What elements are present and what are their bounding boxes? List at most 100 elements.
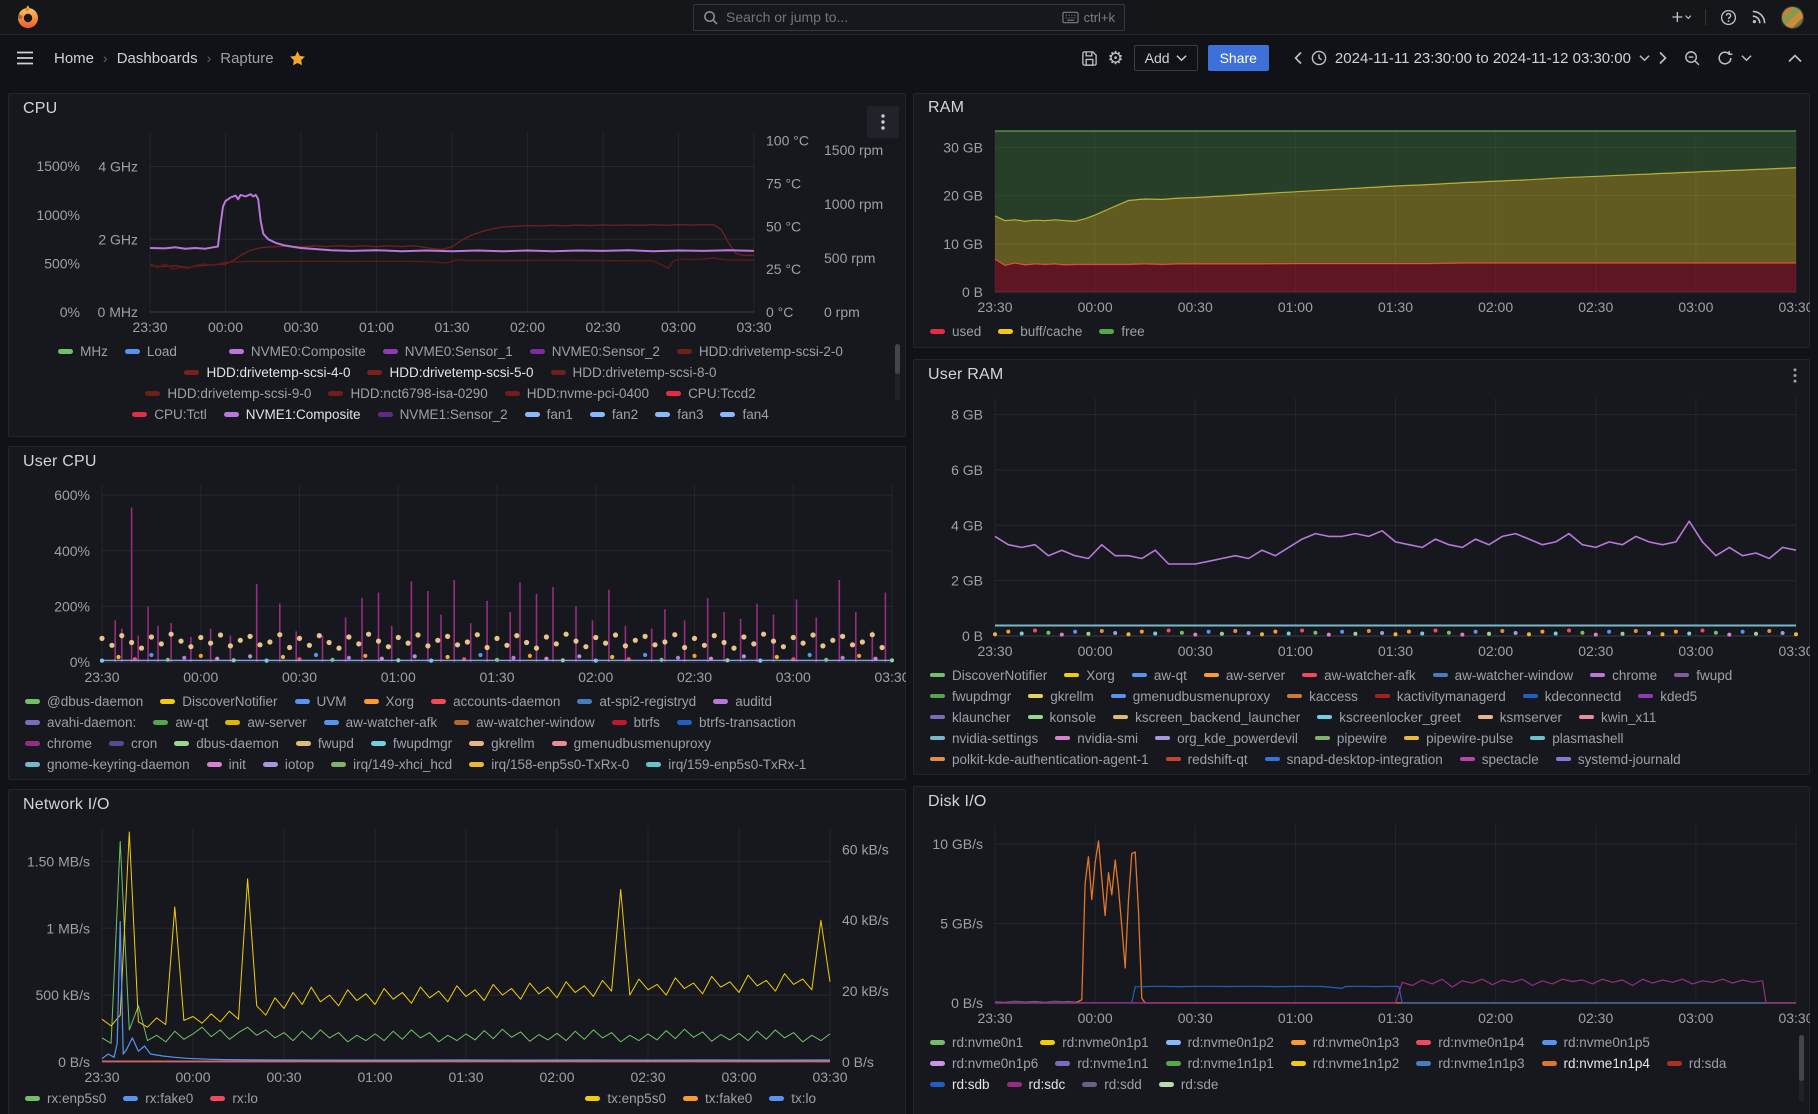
legend-item[interactable]: rd:sdb: [930, 1074, 990, 1095]
legend-item[interactable]: auditd: [713, 691, 772, 712]
legend-item[interactable]: polkit-kde-authentication-agent-1: [930, 749, 1149, 770]
legend-item[interactable]: aw-watcher-afk: [323, 712, 437, 733]
legend-item[interactable]: accounts-daemon: [431, 691, 560, 712]
legend-item[interactable]: kscreen_backend_launcher: [1113, 707, 1300, 728]
legend-item[interactable]: NVME0:Sensor_2: [529, 341, 660, 362]
legend-item[interactable]: rx:enp5s0: [25, 1091, 106, 1106]
legend-item[interactable]: fan1: [524, 404, 573, 425]
legend-item[interactable]: DiscoverNotifier: [160, 691, 278, 712]
legend-item[interactable]: fwupdmgr: [930, 686, 1011, 707]
legend-item[interactable]: rd:nvme1n1p4: [1541, 1053, 1650, 1074]
time-shift-back-icon[interactable]: [1293, 51, 1303, 65]
legend-item[interactable]: rd:nvme0n1: [930, 1032, 1023, 1053]
legend-item[interactable]: rd:nvme1n1p2: [1290, 1053, 1399, 1074]
legend-item[interactable]: snapd-desktop-integration: [1264, 749, 1443, 770]
legend-item[interactable]: rd:sda: [1666, 1053, 1726, 1074]
legend-item[interactable]: HDD:drivetemp-scsi-8-0: [550, 362, 717, 383]
legend-scrollbar[interactable]: [1799, 1035, 1804, 1101]
legend-item[interactable]: Xorg: [1064, 665, 1115, 686]
legend-item[interactable]: ksmserver: [1477, 707, 1562, 728]
legend-item[interactable]: irq/149-xhci_hcd: [331, 754, 452, 775]
legend-item[interactable]: NVME1:Sensor_2: [377, 404, 508, 425]
legend-item[interactable]: rd:nvme0n1p3: [1290, 1032, 1399, 1053]
legend-item[interactable]: pipewire-pulse: [1404, 728, 1513, 749]
legend-item[interactable]: HDD:drivetemp-scsi-2-0: [676, 341, 843, 362]
news-rss-icon[interactable]: [1751, 9, 1767, 25]
legend-item[interactable]: spectacle: [1459, 749, 1539, 770]
legend-item[interactable]: free: [1099, 321, 1145, 342]
legend-item[interactable]: HDD:nct6798-isa-0290: [328, 383, 488, 404]
legend-item[interactable]: kded5: [1638, 686, 1697, 707]
legend-item[interactable]: tx:enp5s0: [585, 1091, 666, 1106]
legend-item[interactable]: aw-server: [225, 712, 307, 733]
ram-chart[interactable]: 30 GB 20 GB 10 GB 0 B 23:30 00:00 00:30 01:00 01…: [915, 122, 1814, 318]
legend-item[interactable]: cron: [109, 733, 157, 754]
time-range-picker[interactable]: 2024-11-11 23:30:00 to 2024-11-12 03:30:…: [1311, 50, 1650, 67]
legend-item[interactable]: rd:nvme1n1p1: [1165, 1053, 1274, 1074]
legend-item[interactable]: buff/cache: [998, 321, 1082, 342]
legend-item[interactable]: rx:fake0: [123, 1091, 193, 1106]
legend-item[interactable]: iotop: [262, 754, 314, 775]
legend-item[interactable]: kscreenlocker_greet: [1317, 707, 1461, 728]
legend-item[interactable]: rd:sdc: [1006, 1074, 1065, 1095]
user-cpu-chart[interactable]: 600% 400% 200% 0% 23:30 00:00 00:30 01:00 01:30 0…: [10, 476, 910, 688]
mega-menu-toggle[interactable]: [16, 51, 34, 65]
legend-item[interactable]: rx:lo: [210, 1091, 258, 1106]
panel-menu-icon[interactable]: [867, 106, 899, 138]
legend-item[interactable]: rd:sdd: [1082, 1074, 1142, 1095]
breadcrumb-dashboards[interactable]: Dashboards: [116, 49, 198, 67]
legend-item[interactable]: konsole: [1027, 707, 1096, 728]
legend-scrollbar[interactable]: [895, 344, 900, 400]
panel-menu-icon[interactable]: [1793, 368, 1797, 386]
legend-item[interactable]: at-spi2-registryd: [577, 691, 696, 712]
legend-item[interactable]: klauncher: [930, 707, 1011, 728]
legend-item[interactable]: rd:sde: [1158, 1074, 1218, 1095]
legend-item[interactable]: gmenudbusmenuproxy: [551, 733, 711, 754]
legend-item[interactable]: pipewire: [1314, 728, 1387, 749]
legend-item[interactable]: chrome: [25, 733, 92, 754]
legend-item[interactable]: rd:nvme0n1p2: [1165, 1032, 1274, 1053]
legend-item[interactable]: plasmashell: [1530, 728, 1624, 749]
cpu-chart[interactable]: 1500% 1000% 500% 0% 4 GHz 2 GHz 0 MHz 100 °C 75 …: [10, 124, 906, 338]
user-ram-chart[interactable]: 8 GB 6 GB 4 GB 2 GB 0 B 23:30 00:00 00:30 01:00 0…: [915, 390, 1814, 662]
legend-item[interactable]: kaccess: [1287, 686, 1358, 707]
legend-item[interactable]: aw-watcher-window: [1432, 665, 1573, 686]
legend-item[interactable]: nvidia-settings: [930, 728, 1038, 749]
legend-item[interactable]: rd:nvme0n1p5: [1541, 1032, 1650, 1053]
legend-item[interactable]: used: [930, 321, 981, 342]
legend-item[interactable]: aw-watcher-afk: [1302, 665, 1416, 686]
legend-item[interactable]: tx:lo: [769, 1091, 816, 1106]
legend-item[interactable]: UVM: [294, 691, 347, 712]
legend-item[interactable]: chrome: [1590, 665, 1657, 686]
legend-item[interactable]: rd:nvme0n1p6: [930, 1053, 1038, 1074]
disk-io-chart[interactable]: 10 GB/s 5 GB/s 0 B/s 23:30 00:00 00:30 01:00 01…: [915, 817, 1814, 1029]
legend-item[interactable]: kactivitymanagerd: [1374, 686, 1506, 707]
legend-item[interactable]: NVME0:Sensor_1: [382, 341, 513, 362]
legend-item[interactable]: gmenudbusmenuproxy: [1110, 686, 1270, 707]
legend-item[interactable]: irq/158-enp5s0-TxRx-0: [469, 754, 629, 775]
legend-item[interactable]: gkrellm: [1028, 686, 1094, 707]
legend-item[interactable]: MHz: [58, 341, 108, 362]
user-avatar[interactable]: [1781, 5, 1804, 29]
collapse-nav-icon[interactable]: [1788, 53, 1802, 63]
legend-item[interactable]: avahi-daemon:: [25, 712, 136, 733]
legend-item[interactable]: DiscoverNotifier: [930, 665, 1047, 686]
legend-item[interactable]: aw-qt: [153, 712, 208, 733]
legend-item[interactable]: gnome-keyring-daemon: [25, 754, 190, 775]
legend-item[interactable]: HDD:drivetemp-scsi-4-0: [184, 362, 350, 383]
network-io-chart[interactable]: 1.50 MB/s 1 MB/s 500 kB/s 0 B/s 60 kB/s 40 kB…: [10, 820, 906, 1088]
legend-item[interactable]: CPU:Tctl: [132, 404, 207, 425]
legend-item[interactable]: NVME1:Composite: [223, 404, 361, 425]
zoom-out-time-icon[interactable]: [1684, 50, 1701, 67]
legend-item[interactable]: aw-qt: [1131, 665, 1187, 686]
legend-item[interactable]: dbus-daemon: [174, 733, 279, 754]
legend-item[interactable]: HDD:nvme-pci-0400: [504, 383, 649, 404]
legend-item[interactable]: btrfs: [611, 712, 660, 733]
legend-item[interactable]: @dbus-daemon: [25, 691, 143, 712]
legend-item[interactable]: tx:fake0: [682, 1091, 752, 1106]
grafana-logo[interactable]: [14, 3, 42, 31]
legend-item[interactable]: NVME0:Composite: [228, 341, 366, 362]
legend-item[interactable]: fwupd: [1674, 665, 1732, 686]
legend-item[interactable]: fan2: [589, 404, 638, 425]
legend-item[interactable]: redshift-qt: [1165, 749, 1248, 770]
